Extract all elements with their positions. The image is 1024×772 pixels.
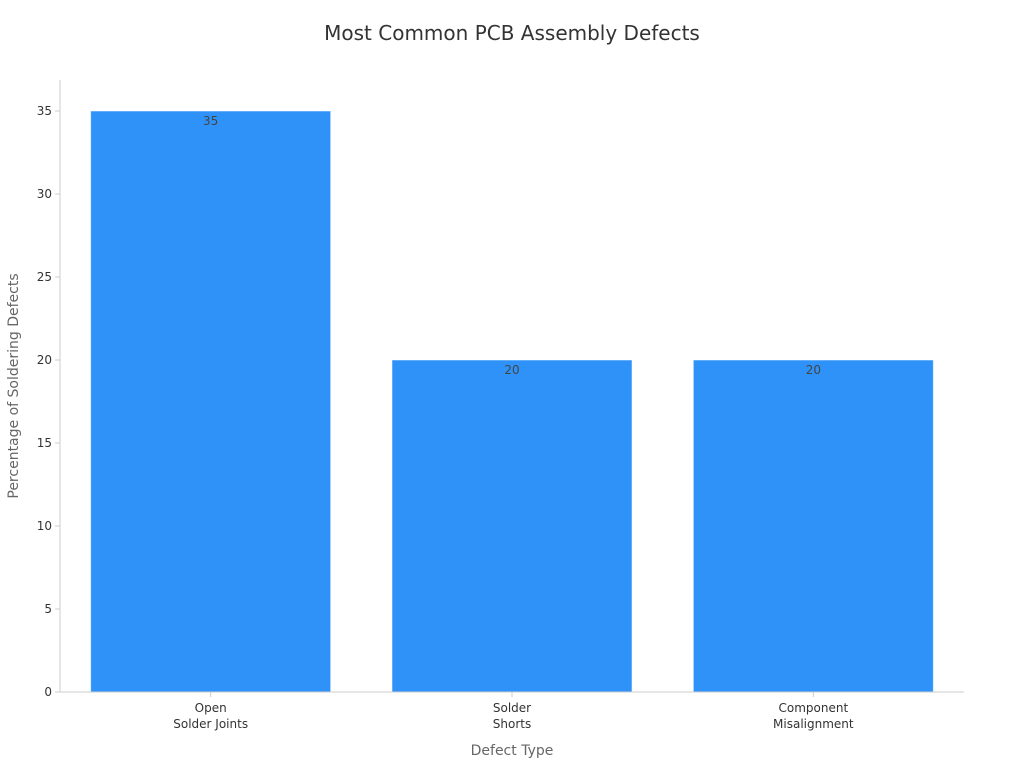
data-label: 35: [203, 114, 218, 128]
x-axis-label: Defect Type: [471, 743, 554, 759]
chart-title: Most Common PCB Assembly Defects: [324, 21, 700, 45]
bar: [692, 359, 934, 693]
x-axis-ticks: Open Solder Joints Solder Shorts Component Mi…: [173, 692, 854, 731]
data-label: 20: [504, 363, 519, 377]
y-tick-label: 25: [37, 270, 52, 284]
bar: [391, 359, 633, 693]
y-tick-label: 20: [37, 353, 52, 367]
y-tick-label: 30: [37, 187, 52, 201]
x-tick-label: Component Misalignment: [773, 701, 854, 731]
y-tick-label: 15: [37, 436, 52, 450]
y-tick-label: 5: [44, 602, 52, 616]
y-tick-label: 0: [44, 685, 52, 699]
y-tick-label: 10: [37, 519, 52, 533]
x-tick-label: Open Solder Joints: [173, 701, 248, 731]
bars-layer: [90, 110, 934, 693]
y-axis-label: Percentage of Soldering Defects: [6, 273, 22, 498]
bar: [90, 110, 332, 693]
data-label: 20: [806, 363, 821, 377]
y-axis-ticks: 0 5 10 15 20 25 30 35: [37, 104, 60, 699]
data-labels-layer: 35 20 20: [203, 114, 821, 377]
y-tick-label: 35: [37, 104, 52, 118]
x-tick-label: Solder Shorts: [493, 701, 531, 731]
